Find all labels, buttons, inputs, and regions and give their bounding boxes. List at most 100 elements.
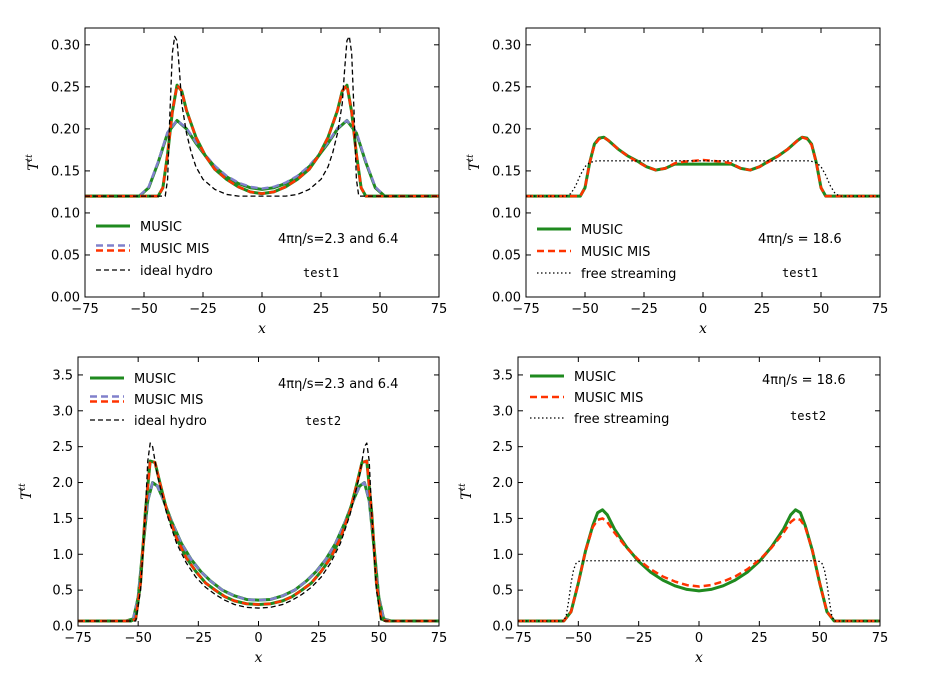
y-tick-label: 3.5	[52, 368, 73, 383]
y-axis-label: Ttt	[466, 154, 483, 171]
x-axis-label: x	[695, 650, 703, 666]
test-label: test1	[303, 266, 339, 280]
legend-label-ideal-hydro: ideal hydro	[134, 414, 207, 429]
panel-bottom-left: −75 −50 −25 0 25 50 75 0.0 0.5 1.0 1.5 2.0 2.5 3.0 3.5…	[18, 356, 448, 666]
legend: MUSIC MUSIC MIS ideal hydro	[90, 372, 207, 429]
legend-label-free-streaming: free streaming	[574, 412, 669, 427]
y-axis-label: Ttt	[18, 483, 35, 500]
legend-label-music: MUSIC	[581, 223, 623, 238]
panel-top-left: −75 −50 −25 0 25 50 75 0.00 0.05 0.10 0.15 0.20 0.25…	[25, 27, 447, 337]
series-line-free-streaming	[526, 160, 880, 197]
x-axis-label: x	[699, 321, 707, 337]
y-tick-label: 0.05	[51, 248, 80, 263]
x-tick-label: 25	[751, 631, 768, 646]
series-line-music	[526, 135, 880, 198]
series-line-music-s-large	[85, 118, 439, 198]
plot-frame	[84, 27, 440, 298]
series-group	[85, 35, 439, 198]
x-tick-label: 25	[313, 302, 330, 317]
legend: MUSIC MUSIC MIS free streaming	[537, 223, 676, 282]
series-line-music-mis-s-small	[78, 459, 439, 623]
x-tick-label: 0	[699, 302, 707, 317]
legend: MUSIC MUSIC MIS ideal hydro	[96, 220, 213, 279]
x-tick-label: −50	[130, 302, 157, 317]
x-tick-label: −75	[504, 631, 531, 646]
series-line-music-s-small	[78, 459, 439, 623]
y-tick-label: 0.00	[492, 291, 521, 306]
y-tick-label: 2.0	[52, 476, 73, 491]
plot-frame	[525, 27, 881, 298]
test-label: test2	[305, 414, 341, 428]
x-tick-label: 50	[372, 302, 389, 317]
legend-label-music-mis: MUSIC MIS	[134, 393, 203, 408]
y-tick-label: 0.25	[51, 80, 80, 95]
y-axis-label: Ttt	[25, 154, 42, 171]
x-tick-label: −75	[64, 631, 91, 646]
y-tick-label: 0.0	[492, 620, 513, 635]
viscosity-annotation: 4πη/s = 18.6	[758, 232, 842, 247]
viscosity-annotation: 4πη/s=2.3 and 6.4	[278, 232, 398, 247]
viscosity-annotation: 4πη/s = 18.6	[762, 373, 846, 388]
x-tick-label: 25	[754, 302, 771, 317]
series-line-music-mis-s-large	[85, 119, 439, 198]
y-tick-label: 0.20	[51, 122, 80, 137]
x-tick-label: 25	[310, 631, 327, 646]
series-line-music-mis	[526, 136, 880, 198]
x-tick-label: 0	[258, 302, 266, 317]
legend: MUSIC MUSIC MIS free streaming	[530, 370, 669, 427]
legend-label-music-mis: MUSIC MIS	[581, 245, 650, 260]
x-tick-label: 75	[872, 302, 889, 317]
legend-label-music: MUSIC	[140, 220, 182, 235]
legend-label-music: MUSIC	[574, 370, 616, 385]
series-line-music-mis	[518, 517, 880, 623]
series-line-music-mis-s-large	[78, 481, 439, 623]
y-tick-label: 2.0	[492, 476, 513, 491]
series-line-music	[518, 508, 880, 623]
y-tick-label: 0.30	[51, 38, 80, 53]
legend-label-music: MUSIC	[134, 372, 176, 387]
y-tick-label: 1.0	[52, 548, 73, 563]
y-tick-label: 0.05	[492, 248, 521, 263]
y-tick-label: 3.0	[52, 404, 73, 419]
test-label: test1	[782, 266, 818, 280]
y-tick-label: 0.10	[492, 206, 521, 221]
y-axis-label: Ttt	[458, 483, 475, 500]
x-tick-label: −75	[512, 302, 539, 317]
legend-label-music-mis: MUSIC MIS	[574, 391, 643, 406]
x-tick-label: 0	[695, 631, 703, 646]
y-tick-label: 1.0	[492, 548, 513, 563]
x-axis-label: x	[255, 650, 263, 666]
x-tick-label: −50	[124, 631, 151, 646]
x-tick-label: −25	[185, 631, 212, 646]
x-tick-label: 75	[431, 631, 448, 646]
y-tick-label: 0.15	[51, 164, 80, 179]
series-line-music-mis-s-small	[85, 83, 439, 198]
legend-label-free-streaming: free streaming	[581, 267, 676, 282]
y-tick-label: 3.0	[492, 404, 513, 419]
y-tick-label: 0.25	[492, 80, 521, 95]
x-axis-label: x	[258, 321, 266, 337]
legend-label-music-mis: MUSIC MIS	[140, 242, 209, 257]
y-tick-label: 1.5	[52, 512, 73, 527]
y-tick-label: 0.5	[492, 584, 513, 599]
x-tick-label: −50	[571, 302, 598, 317]
y-tick-label: 1.5	[492, 512, 513, 527]
plot-frame	[77, 356, 440, 627]
y-tick-label: 0.5	[52, 584, 73, 599]
x-tick-label: 50	[813, 302, 830, 317]
legend-label-ideal-hydro: ideal hydro	[140, 264, 213, 279]
panel-bottom-right: −75 −50 −25 0 25 50 75 0.0 0.5 1.0 1.5 2.0 2.5 3.0 3.5…	[458, 356, 889, 666]
x-tick-label: 0	[254, 631, 262, 646]
x-tick-label: 75	[872, 631, 889, 646]
y-tick-label: 2.5	[492, 440, 513, 455]
series-line-music-s-small	[85, 83, 439, 198]
x-tick-label: −25	[625, 631, 652, 646]
x-tick-label: −50	[565, 631, 592, 646]
series-group	[78, 442, 439, 623]
y-tick-label: 2.5	[52, 440, 73, 455]
series-line-ideal-hydro	[85, 35, 439, 197]
x-tick-label: −25	[189, 302, 216, 317]
y-tick-label: 0.10	[51, 206, 80, 221]
series-group	[518, 508, 880, 623]
